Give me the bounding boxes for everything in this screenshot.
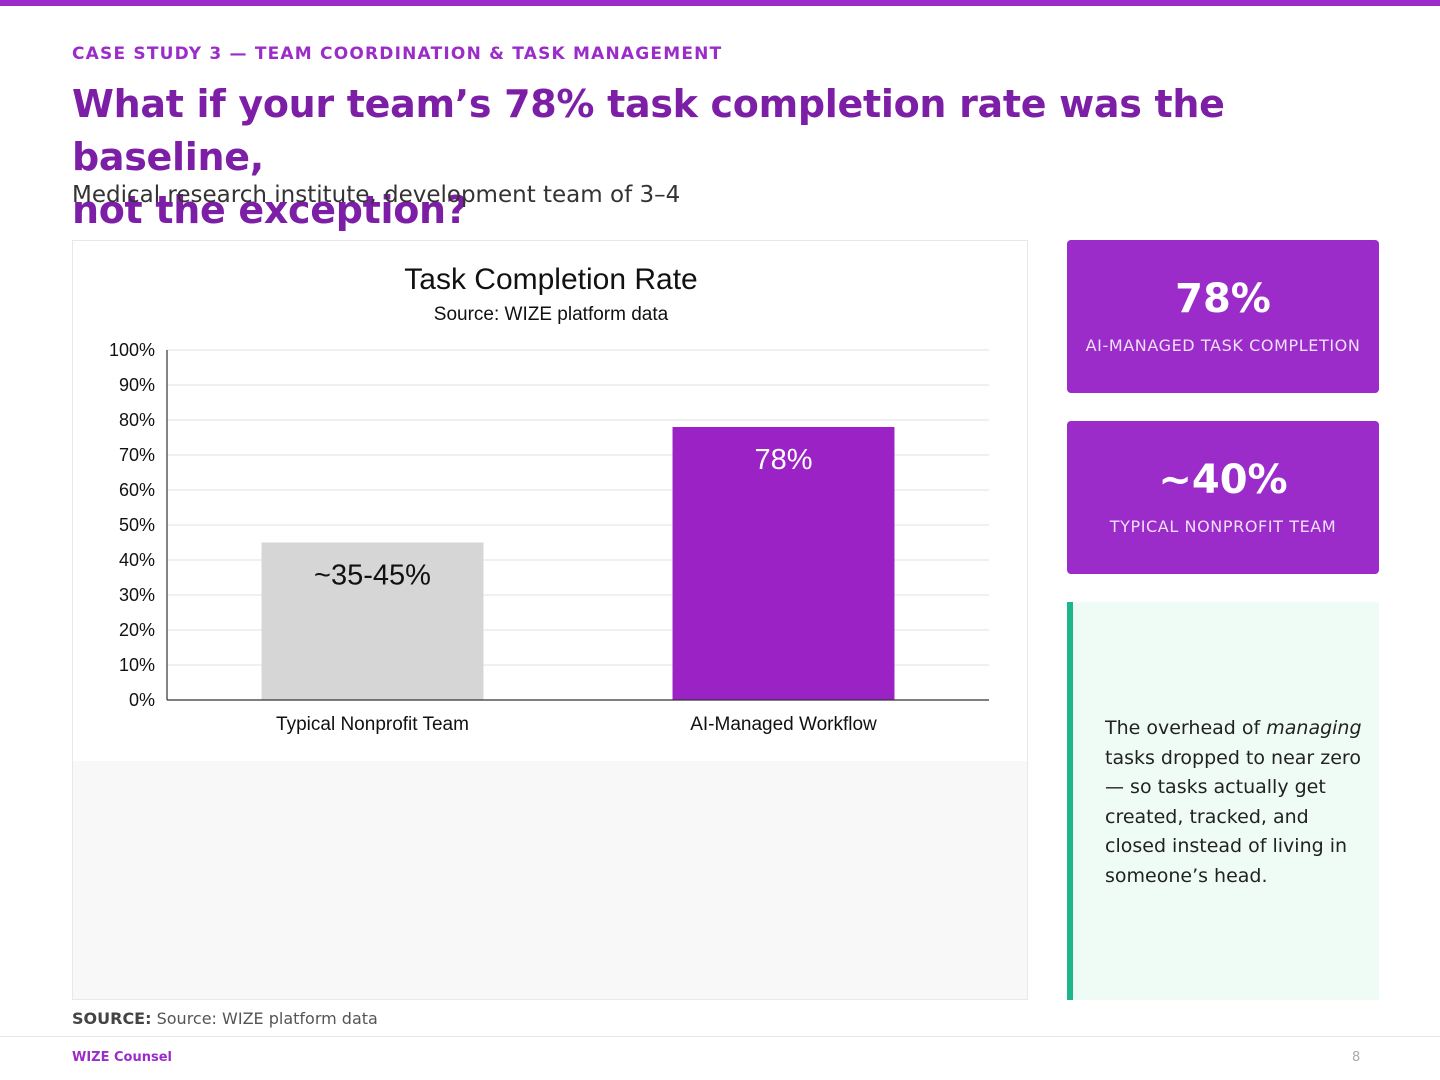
chart-title: Task Completion Rate [404,263,697,296]
source-label: SOURCE: [72,1009,152,1028]
page-subtitle: Medical research institute, development … [72,182,681,208]
stat-label: AI-MANAGED TASK COMPLETION [1085,336,1361,355]
chart-area: Task Completion Rate Source: WIZE platfo… [73,241,1027,761]
x-tick-label: Typical Nonprofit Team [276,714,469,735]
callout-text: The overhead of managing tasks dropped t… [1105,714,1365,891]
stat-card-typical-nonprofit: ~40% TYPICAL NONPROFIT TEAM [1067,421,1379,574]
bar-chart: Task Completion Rate Source: WIZE platfo… [109,263,989,735]
stat-value: 78% [1175,276,1271,322]
x-tick-label: AI-Managed Workflow [690,714,877,735]
source-note: SOURCE: Source: WIZE platform data [72,1009,378,1028]
callout-text-after: tasks dropped to near zero — so tasks ac… [1105,746,1361,887]
y-tick-label: 20% [119,620,155,640]
chart-panel: Task Completion Rate Source: WIZE platfo… [72,240,1028,1000]
page-number: 8 [1352,1050,1361,1065]
title-line-2: not the exception? [72,188,468,232]
y-tick-label: 40% [119,550,155,570]
insight-callout: The overhead of managing tasks dropped t… [1067,602,1379,1000]
y-tick-label: 70% [119,445,155,465]
callout-emphasis: managing [1266,717,1362,739]
stat-value: ~40% [1158,457,1288,503]
y-tick-label: 90% [119,375,155,395]
top-accent-bar [0,0,1440,6]
y-tick-label: 30% [119,585,155,605]
y-tick-label: 80% [119,410,155,430]
bar-ai-managed [672,427,895,700]
bar-data-label: 78% [754,444,812,476]
title-line-1: What if your team’s 78% task completion … [72,82,1225,179]
axes [166,350,989,701]
labels: 0% 10% 20% 30% 40% 50% 60% 70% 80% 90% 100% ~35-45%… [109,340,877,735]
y-tick-label: 10% [119,655,155,675]
y-tick-label: 0% [129,690,155,710]
y-tick-label: 100% [109,340,155,360]
bar-typical-nonprofit [261,542,484,700]
footer-brand: WIZE Counsel [72,1050,173,1065]
bar-data-label: ~35-45% [314,560,431,592]
case-study-eyebrow: CASE STUDY 3 — TEAM COORDINATION & TASK … [72,44,723,64]
page-title: What if your team’s 78% task completion … [72,78,1372,237]
chart-subtitle: Source: WIZE platform data [434,304,669,325]
y-tick-label: 50% [119,515,155,535]
y-tick-label: 60% [119,480,155,500]
stat-label: TYPICAL NONPROFIT TEAM [1109,517,1337,536]
callout-text-before: The overhead of [1105,717,1267,739]
footer-divider [0,1036,1440,1037]
source-text: Source: WIZE platform data [151,1009,378,1028]
stat-card-ai-managed: 78% AI-MANAGED TASK COMPLETION [1067,240,1379,393]
bars [261,427,895,700]
